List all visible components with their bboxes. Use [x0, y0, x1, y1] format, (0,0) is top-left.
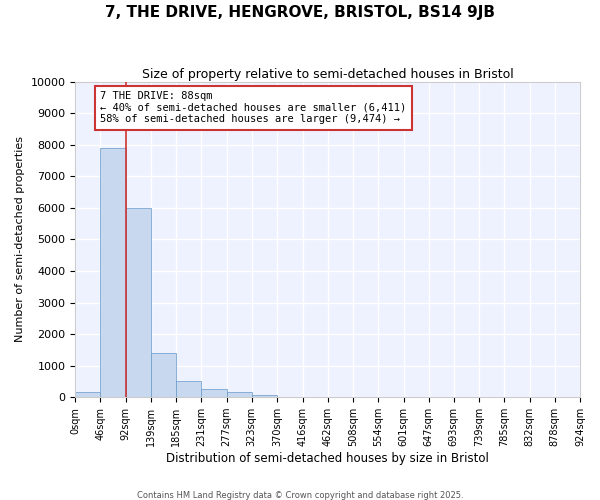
X-axis label: Distribution of semi-detached houses by size in Bristol: Distribution of semi-detached houses by …	[166, 452, 489, 465]
Title: Size of property relative to semi-detached houses in Bristol: Size of property relative to semi-detach…	[142, 68, 514, 80]
Text: 7 THE DRIVE: 88sqm
← 40% of semi-detached houses are smaller (6,411)
58% of semi: 7 THE DRIVE: 88sqm ← 40% of semi-detache…	[100, 91, 407, 124]
Bar	[125, 208, 151, 397]
Bar	[151, 353, 176, 397]
Bar	[252, 394, 277, 397]
Bar	[227, 392, 252, 397]
Text: 7, THE DRIVE, HENGROVE, BRISTOL, BS14 9JB: 7, THE DRIVE, HENGROVE, BRISTOL, BS14 9J…	[105, 5, 495, 20]
Text: Contains HM Land Registry data © Crown copyright and database right 2025.: Contains HM Land Registry data © Crown c…	[137, 490, 463, 500]
Y-axis label: Number of semi-detached properties: Number of semi-detached properties	[15, 136, 25, 342]
Bar	[202, 390, 227, 397]
Bar	[176, 382, 202, 397]
Bar	[75, 392, 100, 397]
Bar	[100, 148, 125, 397]
